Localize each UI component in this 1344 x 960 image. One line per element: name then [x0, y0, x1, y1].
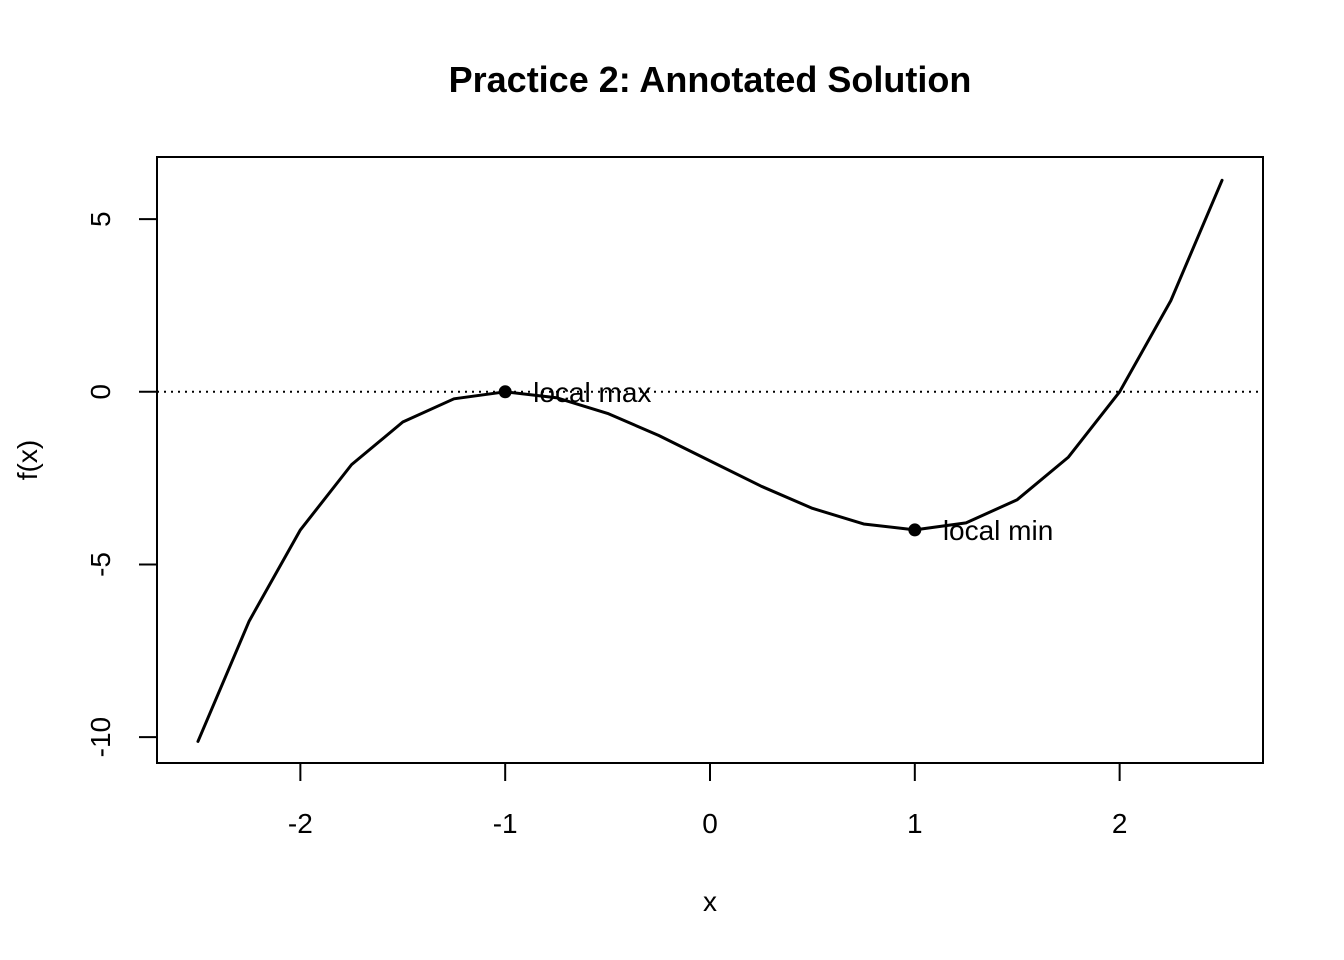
x-tick-label-3: 1: [907, 808, 923, 839]
series-line-0: [196, 178, 1224, 743]
y-tick-label-3: 5: [85, 211, 116, 227]
x-tick-label-2: 0: [702, 808, 718, 839]
chart-title: Practice 2: Annotated Solution: [449, 59, 972, 100]
x-tick-label-4: 2: [1112, 808, 1128, 839]
y-tick-label-0: -10: [85, 717, 116, 757]
y-axis-label: f(x): [12, 440, 43, 480]
point-marker-0: [498, 385, 512, 399]
point-marker-1: [908, 523, 922, 537]
plot-layer: local max local min: [157, 178, 1263, 743]
point-label-1: local min: [943, 515, 1053, 546]
point-label-0: local max: [533, 377, 651, 408]
x-tick-label-1: -1: [493, 808, 518, 839]
x-axis-label: x: [703, 886, 717, 917]
y-tick-label-2: 0: [85, 384, 116, 400]
x-tick-label-0: -2: [288, 808, 313, 839]
y-tick-label-1: -5: [85, 552, 116, 577]
y-axis: -10 -5 0 5: [85, 211, 158, 757]
x-axis: -2 -1 0 1 2: [288, 762, 1128, 839]
